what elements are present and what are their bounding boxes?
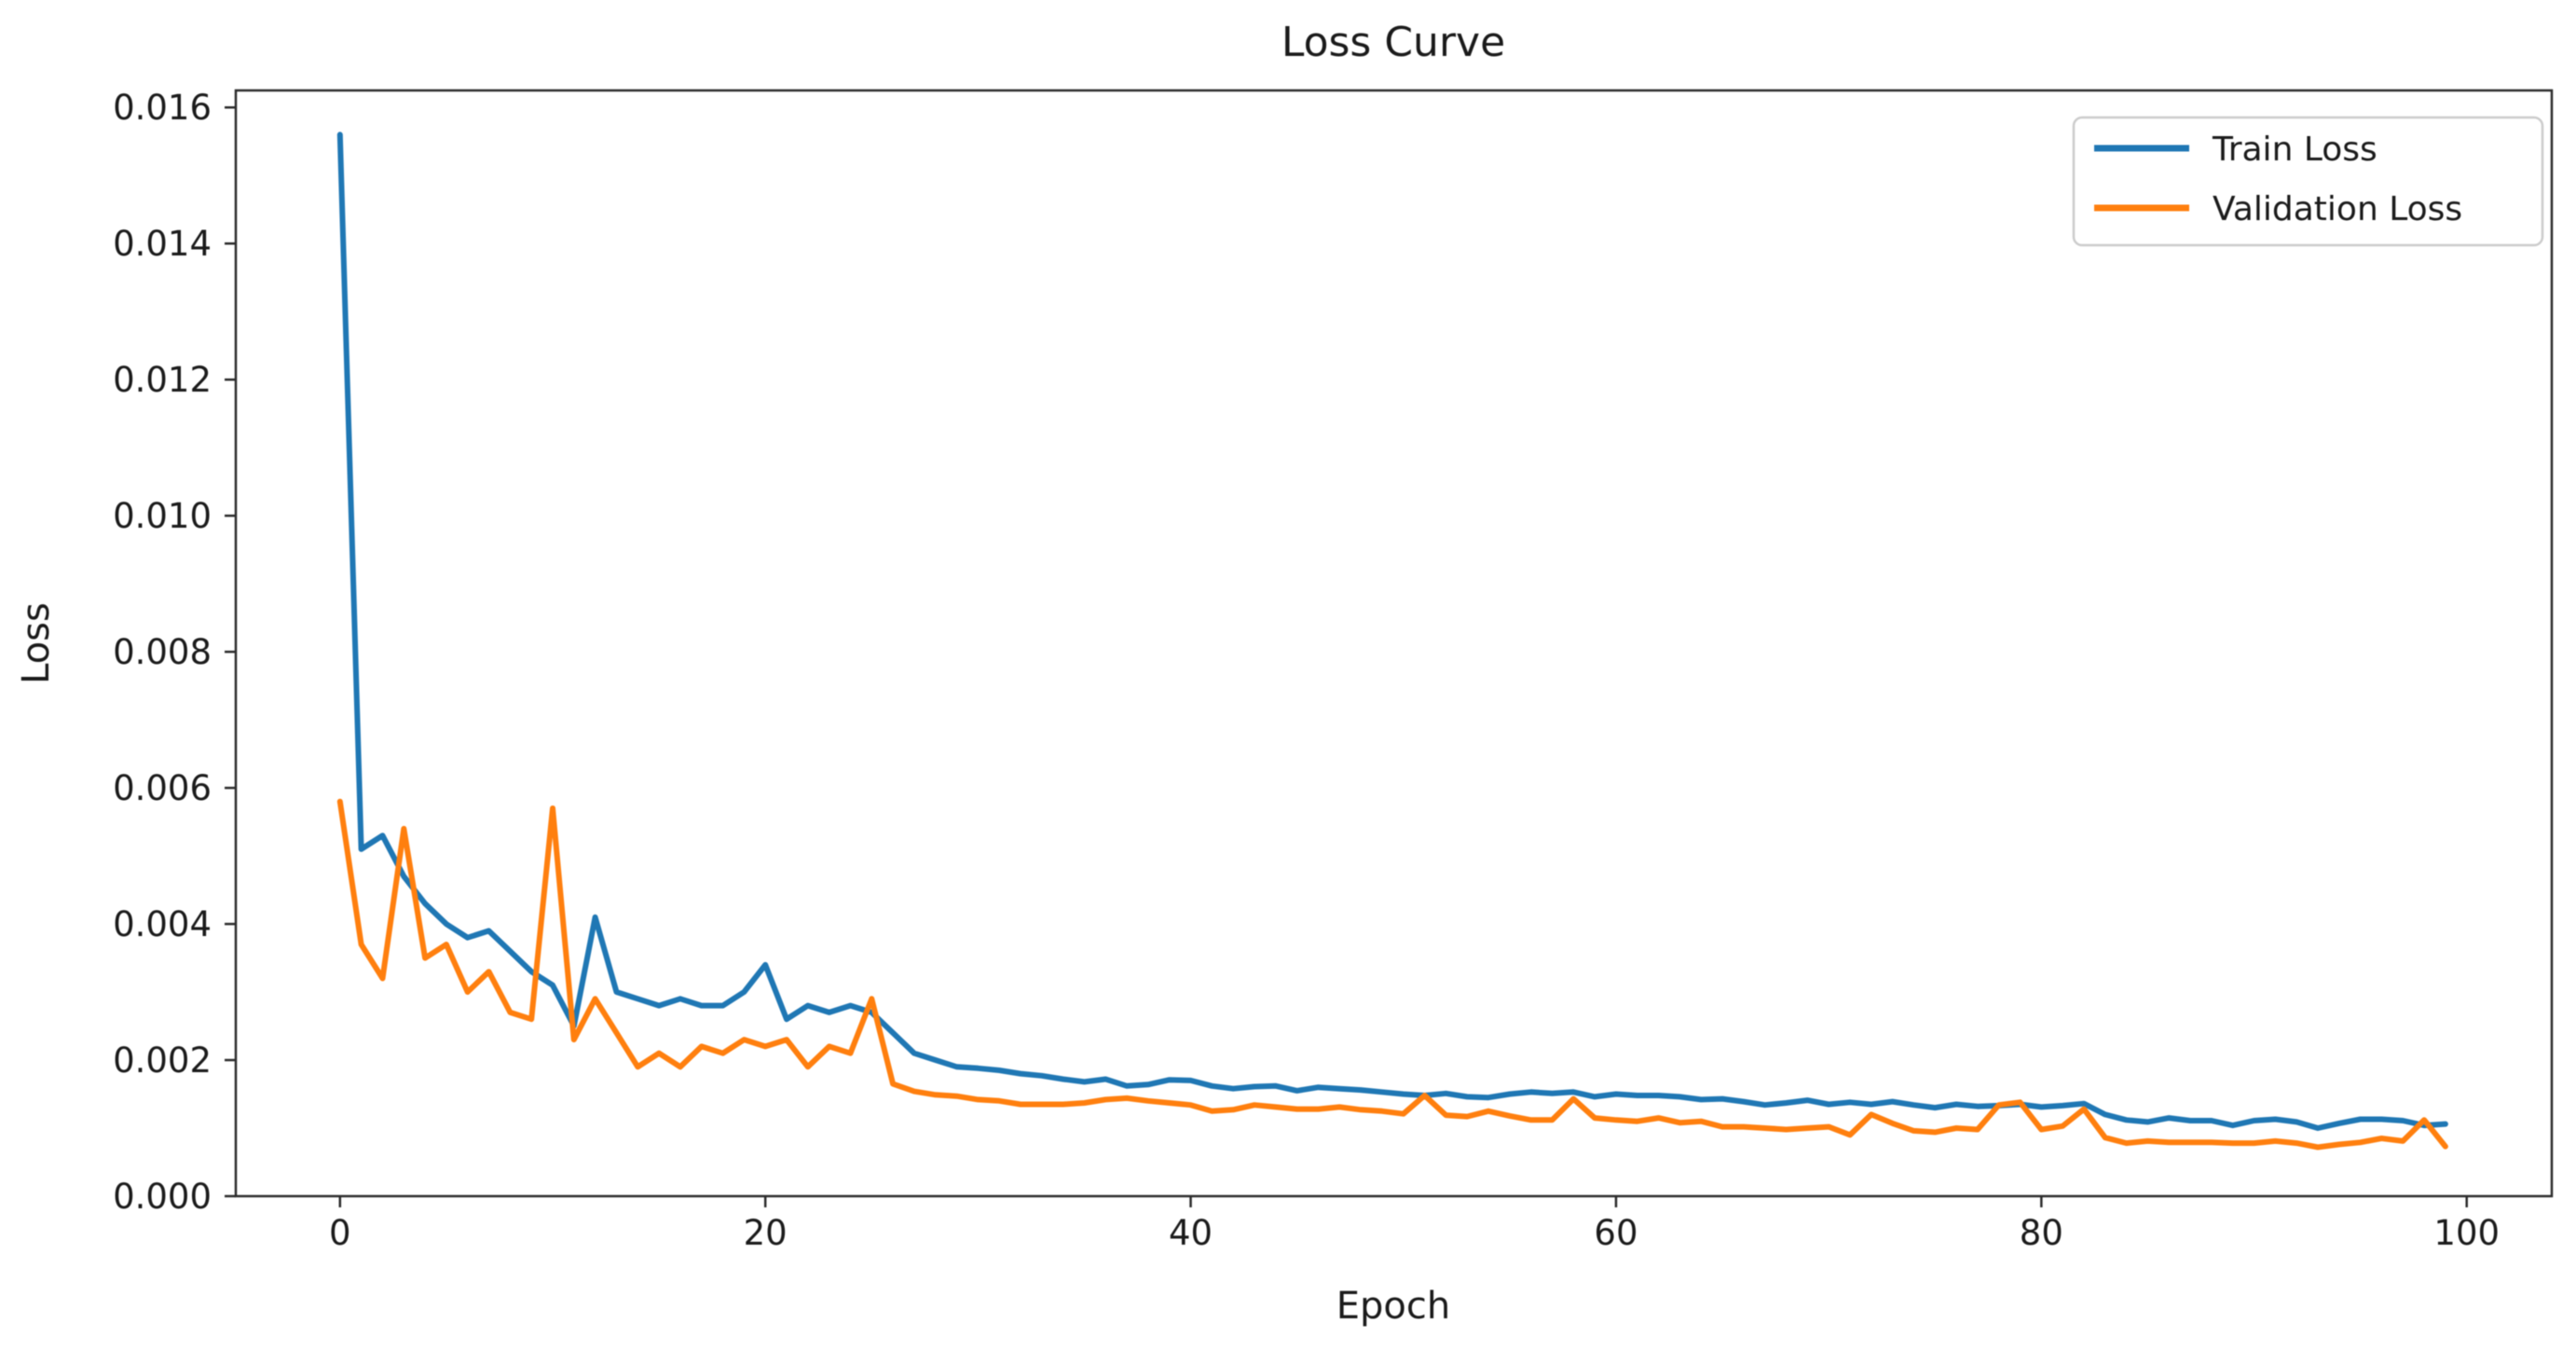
x-tick-label: 40 <box>1169 1213 1213 1253</box>
legend-item-train-loss: Train Loss <box>2094 131 2377 169</box>
y-tick-label: 0.010 <box>113 496 212 536</box>
plot-area <box>236 90 2552 1196</box>
y-tick-label: 0.000 <box>113 1177 212 1217</box>
y-tick-label: 0.008 <box>113 632 212 672</box>
legend: Train Loss Validation Loss <box>2072 116 2544 247</box>
y-tick-label: 0.004 <box>113 904 212 944</box>
y-tick-label: 0.016 <box>113 88 212 128</box>
validation-loss-line <box>336 798 2448 1150</box>
series-lines <box>336 131 2448 1150</box>
y-tick-label: 0.006 <box>113 768 212 808</box>
x-axis-label: Epoch <box>1336 1285 1450 1328</box>
y-axis-label: Loss <box>15 602 58 684</box>
x-axis-ticks: 0 20 40 60 80 100 <box>329 1196 2500 1253</box>
x-tick-label: 0 <box>329 1213 351 1253</box>
legend-item-validation-loss: Validation Loss <box>2094 190 2462 228</box>
axes-frame <box>234 89 2554 1198</box>
x-tick-label: 60 <box>1594 1213 1637 1253</box>
validation-loss-legend-label: Validation Loss <box>2213 190 2462 228</box>
chart-title: Loss Curve <box>1281 19 1505 66</box>
train-loss-legend-label: Train Loss <box>2212 131 2377 169</box>
legend-box <box>2072 116 2544 247</box>
x-tick-label: 100 <box>2433 1213 2500 1253</box>
x-tick-label: 80 <box>2020 1213 2063 1253</box>
y-tick-label: 0.002 <box>113 1040 212 1081</box>
train-loss-line <box>336 131 2448 1131</box>
y-axis-ticks: 0.000 0.002 0.004 0.006 0.008 0.010 0.012 0.014… <box>113 88 236 1217</box>
y-tick-label: 0.012 <box>113 360 212 400</box>
y-tick-label: 0.014 <box>113 224 212 264</box>
x-tick-label: 20 <box>744 1213 788 1253</box>
